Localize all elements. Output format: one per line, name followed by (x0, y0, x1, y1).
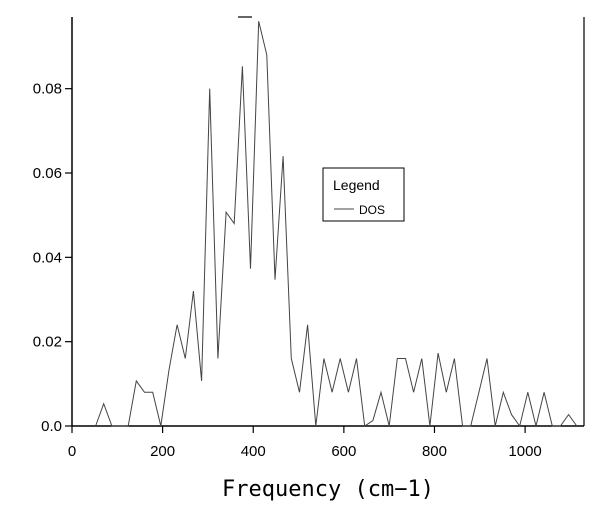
y-tick-label: 0.0 (41, 418, 62, 435)
legend: Legend DOS (322, 167, 405, 222)
y-ticks: 0.0 0.02 0.04 0.06 0.08 (33, 81, 72, 435)
y-tick-label: 0.06 (33, 165, 62, 182)
legend-title: Legend (333, 177, 380, 193)
x-axis-title: Frequency (cm−1) (222, 477, 434, 502)
y-tick-label: 0.04 (33, 249, 62, 266)
x-tick-label: 200 (150, 443, 175, 460)
x-tick-label: 1000 (508, 443, 541, 460)
series-layer (95, 21, 578, 428)
x-tick-label: 400 (241, 443, 266, 460)
legend-box (322, 167, 405, 222)
series-line-dos (95, 21, 578, 428)
y-tick-label: 0.08 (33, 81, 62, 98)
x-tick-label: 600 (331, 443, 356, 460)
legend-entry-dos: DOS (359, 203, 385, 217)
x-tick-label: 800 (422, 443, 447, 460)
x-ticks: 0 200 400 600 800 1000 (68, 426, 542, 460)
x-tick-label: 0 (68, 443, 76, 460)
y-tick-label: 0.02 (33, 334, 62, 351)
plot-frame (71, 16, 585, 427)
